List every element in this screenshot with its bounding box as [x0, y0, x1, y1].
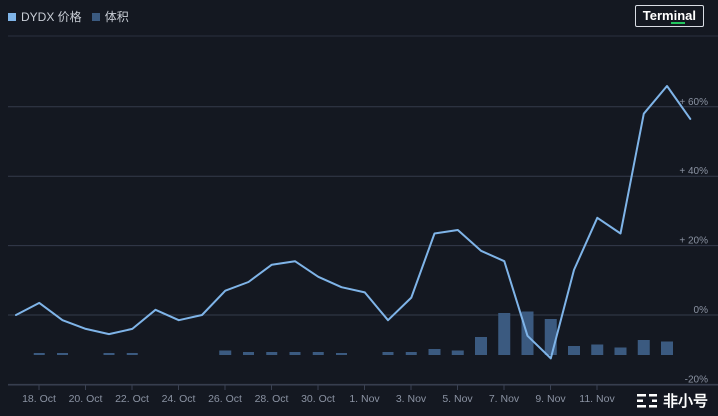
volume-bar: [405, 352, 417, 355]
y-tick-label: + 20%: [679, 236, 708, 247]
volume-bar: [498, 313, 511, 355]
price-swatch-icon: [8, 12, 16, 21]
x-tick-label: 26. Oct: [208, 393, 242, 405]
x-tick-label: 5. Nov: [442, 393, 473, 405]
terminal-button[interactable]: Terminal: [634, 5, 704, 27]
legend-volume-label: 体积: [104, 10, 129, 24]
x-tick-label: 20. Oct: [69, 393, 103, 405]
feixiaohao-logo-icon: [636, 393, 657, 407]
volume-bar: [243, 352, 254, 355]
x-tick-label: 3. Nov: [396, 393, 427, 405]
x-tick-label: 9. Nov: [535, 393, 566, 405]
y-tick-label: + 60%: [679, 97, 708, 108]
volume-bar: [312, 352, 324, 355]
volume-bar: [475, 337, 487, 355]
legend-item-volume[interactable]: 体积: [91, 8, 129, 25]
volume-bar: [336, 353, 347, 355]
legend-price-label: DYDX 价格: [21, 10, 82, 24]
volume-bar: [126, 353, 138, 355]
volume-bar: [591, 344, 604, 355]
volume-bar: [568, 346, 580, 355]
volume-bar: [57, 353, 68, 355]
legend-item-price[interactable]: DYDX 价格: [8, 8, 82, 25]
volume-bar: [33, 353, 45, 355]
x-tick-label: 28. Oct: [255, 393, 289, 405]
x-tick-label: 24. Oct: [162, 393, 196, 405]
volume-bar: [428, 349, 441, 355]
terminal-underline: [670, 22, 685, 24]
terminal-button-label: Terminal: [642, 8, 696, 23]
volume-bar: [289, 352, 301, 355]
volume-swatch-icon: [91, 12, 100, 21]
y-tick-label: + 40%: [679, 166, 708, 177]
chart-legend: DYDX 价格 体积: [8, 8, 129, 25]
volume-bar: [266, 352, 278, 355]
volume-bar: [637, 340, 650, 355]
x-tick-label: 11. Nov: [579, 393, 615, 405]
volume-bar: [382, 352, 394, 355]
x-tick-label: 7. Nov: [489, 393, 520, 405]
x-tick-label: 18. Oct: [22, 393, 56, 405]
watermark: 非小号: [630, 389, 712, 412]
watermark-text: 非小号: [662, 393, 708, 410]
x-tick-label: 22. Oct: [115, 393, 149, 405]
x-tick-label: 1. Nov: [349, 393, 380, 405]
volume-bar: [103, 353, 115, 355]
y-tick-label: -20%: [685, 374, 708, 385]
volume-bar: [661, 341, 673, 355]
y-tick-label: 0%: [694, 305, 709, 316]
volume-bar: [451, 350, 464, 355]
x-tick-label: 30. Oct: [301, 393, 335, 405]
price-line: [15, 85, 692, 360]
volume-bar: [219, 350, 232, 355]
volume-bar: [544, 319, 557, 355]
volume-bar: [614, 347, 627, 355]
